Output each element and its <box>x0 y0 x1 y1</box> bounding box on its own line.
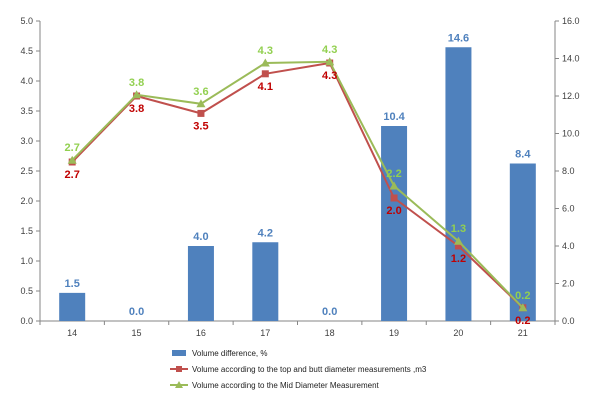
line-data-label: 2.7 <box>65 142 80 154</box>
legend-label: Volume according to the Mid Diameter Mea… <box>192 381 380 390</box>
data-labels-group: 1.5 0.0 4.0 4.2 0.0 10.4 14.6 8.4 2.7 3.8 3.5 4.1 4.… <box>65 32 532 327</box>
bar <box>509 163 536 321</box>
x-tick-label: 20 <box>453 328 463 338</box>
bar <box>445 47 472 321</box>
line-data-label: 3.6 <box>193 86 208 98</box>
lines-group <box>67 57 528 312</box>
line-point <box>260 58 270 67</box>
y-left-tick-label: 2.0 <box>20 196 33 206</box>
y-left-tick-label: 0.5 <box>20 286 33 296</box>
line-data-label: 2.0 <box>386 205 401 217</box>
y-right-tick-label: 14.0 <box>562 54 580 64</box>
bar-data-label: 10.4 <box>383 111 405 123</box>
x-tick-label: 17 <box>260 328 270 338</box>
y-left-tick-label: 2.5 <box>20 166 33 176</box>
legend-swatch-bar <box>172 350 186 356</box>
y-right-tick-label: 10.0 <box>562 129 580 139</box>
line-point <box>261 70 269 78</box>
line-point <box>389 181 399 190</box>
line-data-label: 1.2 <box>451 253 466 265</box>
line-data-label: 4.1 <box>258 81 273 93</box>
line-point <box>390 194 398 202</box>
x-tick-label: 16 <box>196 328 206 338</box>
bar <box>381 126 408 321</box>
legend-label: Volume according to the top and butt dia… <box>192 365 427 374</box>
x-tick-label: 14 <box>67 328 77 338</box>
axes-group: 0.0 0.5 1.0 1.5 2.0 2.5 3.0 3.5 4.0 4.5 5.0 0.0 2.0 4… <box>20 16 579 338</box>
line-point <box>518 303 528 312</box>
bar-data-label: 4.0 <box>193 231 208 243</box>
y-right-tick-label: 6.0 <box>562 204 575 214</box>
line-data-label: 3.5 <box>193 120 208 132</box>
bar-data-label: 0.0 <box>129 306 144 318</box>
line-data-label: 3.8 <box>129 77 144 89</box>
line-data-label: 0.2 <box>515 315 530 327</box>
bar <box>252 242 279 321</box>
line-point <box>196 99 206 108</box>
x-tick-label: 19 <box>389 328 399 338</box>
y-left-tick-label: 0.0 <box>20 316 33 326</box>
y-right-tick-label: 12.0 <box>562 91 580 101</box>
bars-group <box>59 47 536 321</box>
bar-data-label: 8.4 <box>515 149 531 161</box>
x-tick-label: 21 <box>518 328 528 338</box>
bar-data-label: 0.0 <box>322 306 337 318</box>
legend-swatch-marker <box>175 381 183 388</box>
legend-swatch-marker <box>176 366 182 372</box>
line-data-label: 4.3 <box>322 70 337 82</box>
y-left-tick-label: 1.5 <box>20 226 33 236</box>
y-left-tick-label: 3.5 <box>20 106 33 116</box>
bar-data-label: 14.6 <box>448 32 469 44</box>
line-point <box>325 57 335 66</box>
legend: Volume difference, % Volume according to … <box>170 349 427 390</box>
line-point <box>132 90 142 99</box>
y-left-tick-label: 3.0 <box>20 136 33 146</box>
bar-data-label: 4.2 <box>258 227 273 239</box>
line-point <box>453 236 463 245</box>
series-line <box>71 61 524 309</box>
line-data-label: 3.8 <box>129 103 144 115</box>
y-right-tick-label: 2.0 <box>562 279 575 289</box>
y-left-tick-label: 4.5 <box>20 46 33 56</box>
line-data-label: 4.3 <box>258 45 273 57</box>
line-data-label: 1.3 <box>451 223 466 235</box>
line-data-label: 4.3 <box>322 44 337 56</box>
y-right-tick-label: 8.0 <box>562 166 575 176</box>
line-data-label: 2.7 <box>65 169 80 181</box>
y-left-tick-label: 1.0 <box>20 256 33 266</box>
y-left-tick-label: 4.0 <box>20 76 33 86</box>
x-tick-label: 18 <box>325 328 335 338</box>
series-line <box>71 60 524 309</box>
y-right-tick-label: 4.0 <box>562 241 575 251</box>
line-point <box>197 109 205 117</box>
x-tick-label: 15 <box>132 328 142 338</box>
y-right-tick-label: 0.0 <box>562 316 575 326</box>
line-point <box>67 155 77 164</box>
bar-data-label: 1.5 <box>65 278 80 290</box>
bar <box>187 246 214 321</box>
y-right-tick-label: 16.0 <box>562 16 580 26</box>
legend-label: Volume difference, % <box>192 349 267 358</box>
y-left-tick-label: 5.0 <box>20 16 33 26</box>
line-data-label: 2.2 <box>386 168 401 180</box>
line-point <box>454 242 462 250</box>
line-data-label: 0.2 <box>515 290 530 302</box>
bar <box>59 292 86 321</box>
